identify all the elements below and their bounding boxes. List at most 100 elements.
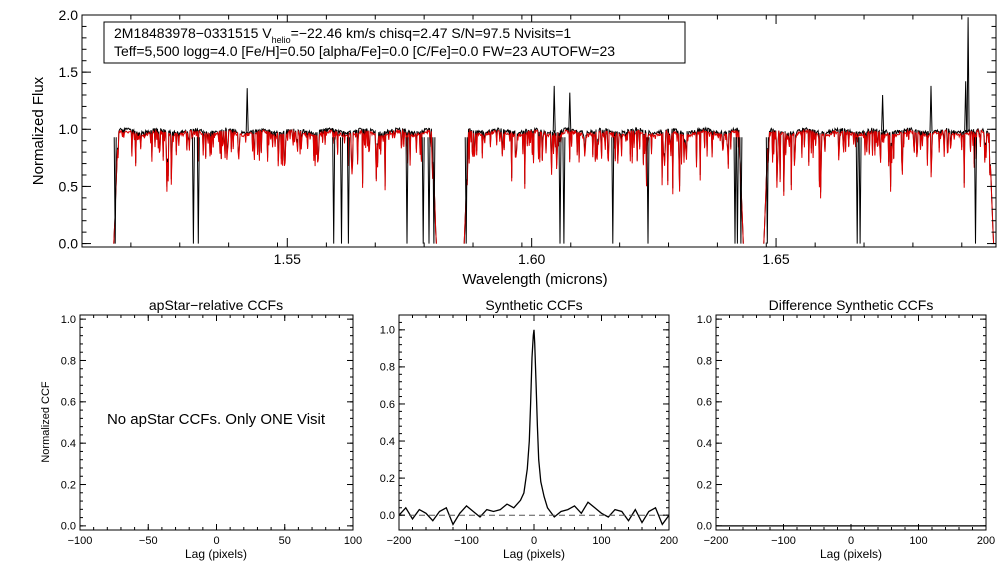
spectrum-spike [966,17,970,132]
info-box-line-1: 2M18483978−0331515 Vhelio=−22.46 km/s ch… [114,25,571,45]
diff-ccf-x-tick-label: 200 [977,535,995,547]
apstar-ccf-y-tick-label: 0.6 [61,397,76,409]
spectrum-deep-line [191,137,195,244]
diff-ccf-y-tick-label: 0.0 [697,521,712,533]
apstar-ccf-x-tick-label: −100 [68,535,93,547]
diff-ccf-x-tick-label: −200 [704,535,729,547]
synthetic-ccf-series [398,329,670,526]
spectrum-deep-line [855,137,859,244]
ccf-y-axis-label: Normalized CCF [40,381,52,463]
spectrum-deep-line [427,137,431,244]
apstar-ccf-y-tick-label: 1.0 [61,314,76,326]
spectrum-deep-line [739,137,743,244]
diff-ccf-y-tick-label: 0.6 [697,397,712,409]
diff-ccf-x-tick-label: 0 [848,535,854,547]
spectrum-deep-line [765,137,769,244]
apstar-ccf-y-tick-label: 0.2 [61,479,76,491]
synthetic-ccf-y-tick-label: 0.0 [380,510,395,522]
spectrum-y-tick-label: 0.0 [59,235,79,251]
apstar-ccf-x-tick-label: 100 [344,535,362,547]
spectrum-deep-line [562,137,566,244]
diff-ccf-x-axis-label: Lag (pixels) [820,547,882,561]
apstar-ccf-panel: −100 −50 0 50 100 0.0 0.2 0.4 0.6 0.8 1.0 apStar−r… [40,297,362,561]
diff-ccf-y-tick-label: 0.4 [697,438,712,450]
spectrum-info-box [103,21,686,64]
info-box-line-2: Teff=5,500 logg=4.0 [Fe/H]=0.50 [alpha/F… [114,43,615,59]
synthetic-ccf-y-tick-label: 0.2 [380,473,395,485]
spectrum-model-chip-0 [113,128,437,244]
spectrum-model-chip-1 [463,128,744,244]
diff-ccf-x-tick-label: 100 [909,535,927,547]
spectrum-series [113,17,995,244]
apstar-ccf-axes: −100 −50 0 50 100 0.0 0.2 0.4 0.6 0.8 1.0 [61,314,362,547]
diff-ccf-title: Difference Synthetic CCFs [769,297,934,313]
synthetic-ccf-x-tick-label: 100 [592,535,610,547]
synthetic-ccf-x-axis-label: Lag (pixels) [503,547,565,561]
synthetic-ccf-title: Synthetic CCFs [485,297,582,313]
spectrum-deep-line [405,137,409,244]
synthetic-ccf-y-tick-label: 0.4 [380,436,395,448]
spectrum-axes: 1.55 1.60 1.65 0.0 0.5 1.0 1.5 2.0 [59,7,996,267]
spectrum-deep-line [733,137,737,244]
spectrum-deep-line [346,137,350,244]
spectrum-deep-line [464,137,468,244]
spectrum-model-chip-2 [763,128,995,244]
info-box-vhelio-subscript: helio [272,35,291,45]
spectrum-y-axis-label: Normalized Flux [30,76,47,185]
diff-ccf-axes: −200 −100 0 100 200 0.0 0.2 0.4 0.6 0.8 1.0 [697,314,995,547]
spectrum-deep-line [974,137,977,244]
spectrum-y-tick-label: 1.0 [59,121,79,137]
spectrum-spike [881,94,885,132]
apstar-ccf-title: apStar−relative CCFs [149,297,283,313]
spectrum-panel: 1.55 1.60 1.65 0.0 0.5 1.0 1.5 2.0 2M18483978−0… [30,7,997,288]
spectrum-deep-line [611,137,615,244]
apstar-ccf-x-tick-label: 0 [213,535,219,547]
spectrum-spike [929,85,933,132]
info-box-line-1-rest: =−22.46 km/s chisq=2.47 S/N=97.5 Nvisits… [291,25,572,41]
spectrum-spike [568,92,572,132]
spectrum-spike [245,88,249,132]
apstar-ccf-y-tick-label: 0.8 [61,355,76,367]
synthetic-ccf-x-tick-label: 0 [531,535,537,547]
diff-ccf-y-tick-label: 1.0 [697,314,712,326]
synthetic-ccf-y-tick-label: 0.6 [380,399,395,411]
synthetic-ccf-x-tick-label: −200 [387,535,412,547]
spectrum-y-tick-label: 2.0 [59,7,79,23]
synthetic-ccf-series-line-0 [398,329,670,526]
synthetic-ccf-x-tick-label: 200 [660,535,678,547]
spectrum-deep-line [432,137,436,244]
spectrum-x-axis-label: Wavelength (microns) [462,271,607,288]
apstar-ccf-y-tick-label: 0.4 [61,438,76,450]
synthetic-ccf-panel: −200 −100 0 100 200 0.0 0.2 0.4 0.6 0.8 1.0 Synthe… [380,297,678,561]
synthetic-ccf-y-tick-label: 0.8 [380,362,395,374]
spectrum-deep-line [113,137,117,244]
spectrum-deep-line [646,137,650,244]
apstar-ccf-note: No apStar CCFs. Only ONE Visit [107,411,326,428]
spectrum-x-tick-label: 1.60 [518,251,545,267]
synthetic-ccf-x-tick-label: −100 [454,535,479,547]
spectrum-spike [552,85,556,132]
apstar-ccf-x-axis-label: Lag (pixels) [185,547,247,561]
spectrum-deep-line [340,137,343,244]
spectrum-deep-line [196,137,200,244]
spectrum-deep-line [735,137,739,244]
diff-ccf-panel: −200 −100 0 100 200 0.0 0.2 0.4 0.6 0.8 1.0 Differ… [697,297,995,561]
spectrum-plot-frame [81,14,997,248]
spectrum-deep-line [858,137,862,244]
diff-ccf-y-tick-label: 0.8 [697,355,712,367]
spectrum-deep-line [332,137,336,244]
apstar-ccf-x-tick-label: −50 [139,535,158,547]
spectrum-x-tick-label: 1.65 [762,251,789,267]
spectrum-deep-line [421,137,425,244]
spectrum-y-tick-label: 1.5 [59,64,79,80]
diff-ccf-x-tick-label: −100 [771,535,796,547]
spectrum-deep-line [558,137,562,244]
apstar-ccf-x-tick-label: 50 [279,535,291,547]
spectrum-spike [964,81,968,132]
spectrum-x-tick-label: 1.55 [274,251,301,267]
diff-ccf-y-tick-label: 0.2 [697,479,712,491]
apstar-ccf-y-tick-label: 0.0 [61,521,76,533]
synthetic-ccf-y-tick-label: 1.0 [380,325,395,337]
